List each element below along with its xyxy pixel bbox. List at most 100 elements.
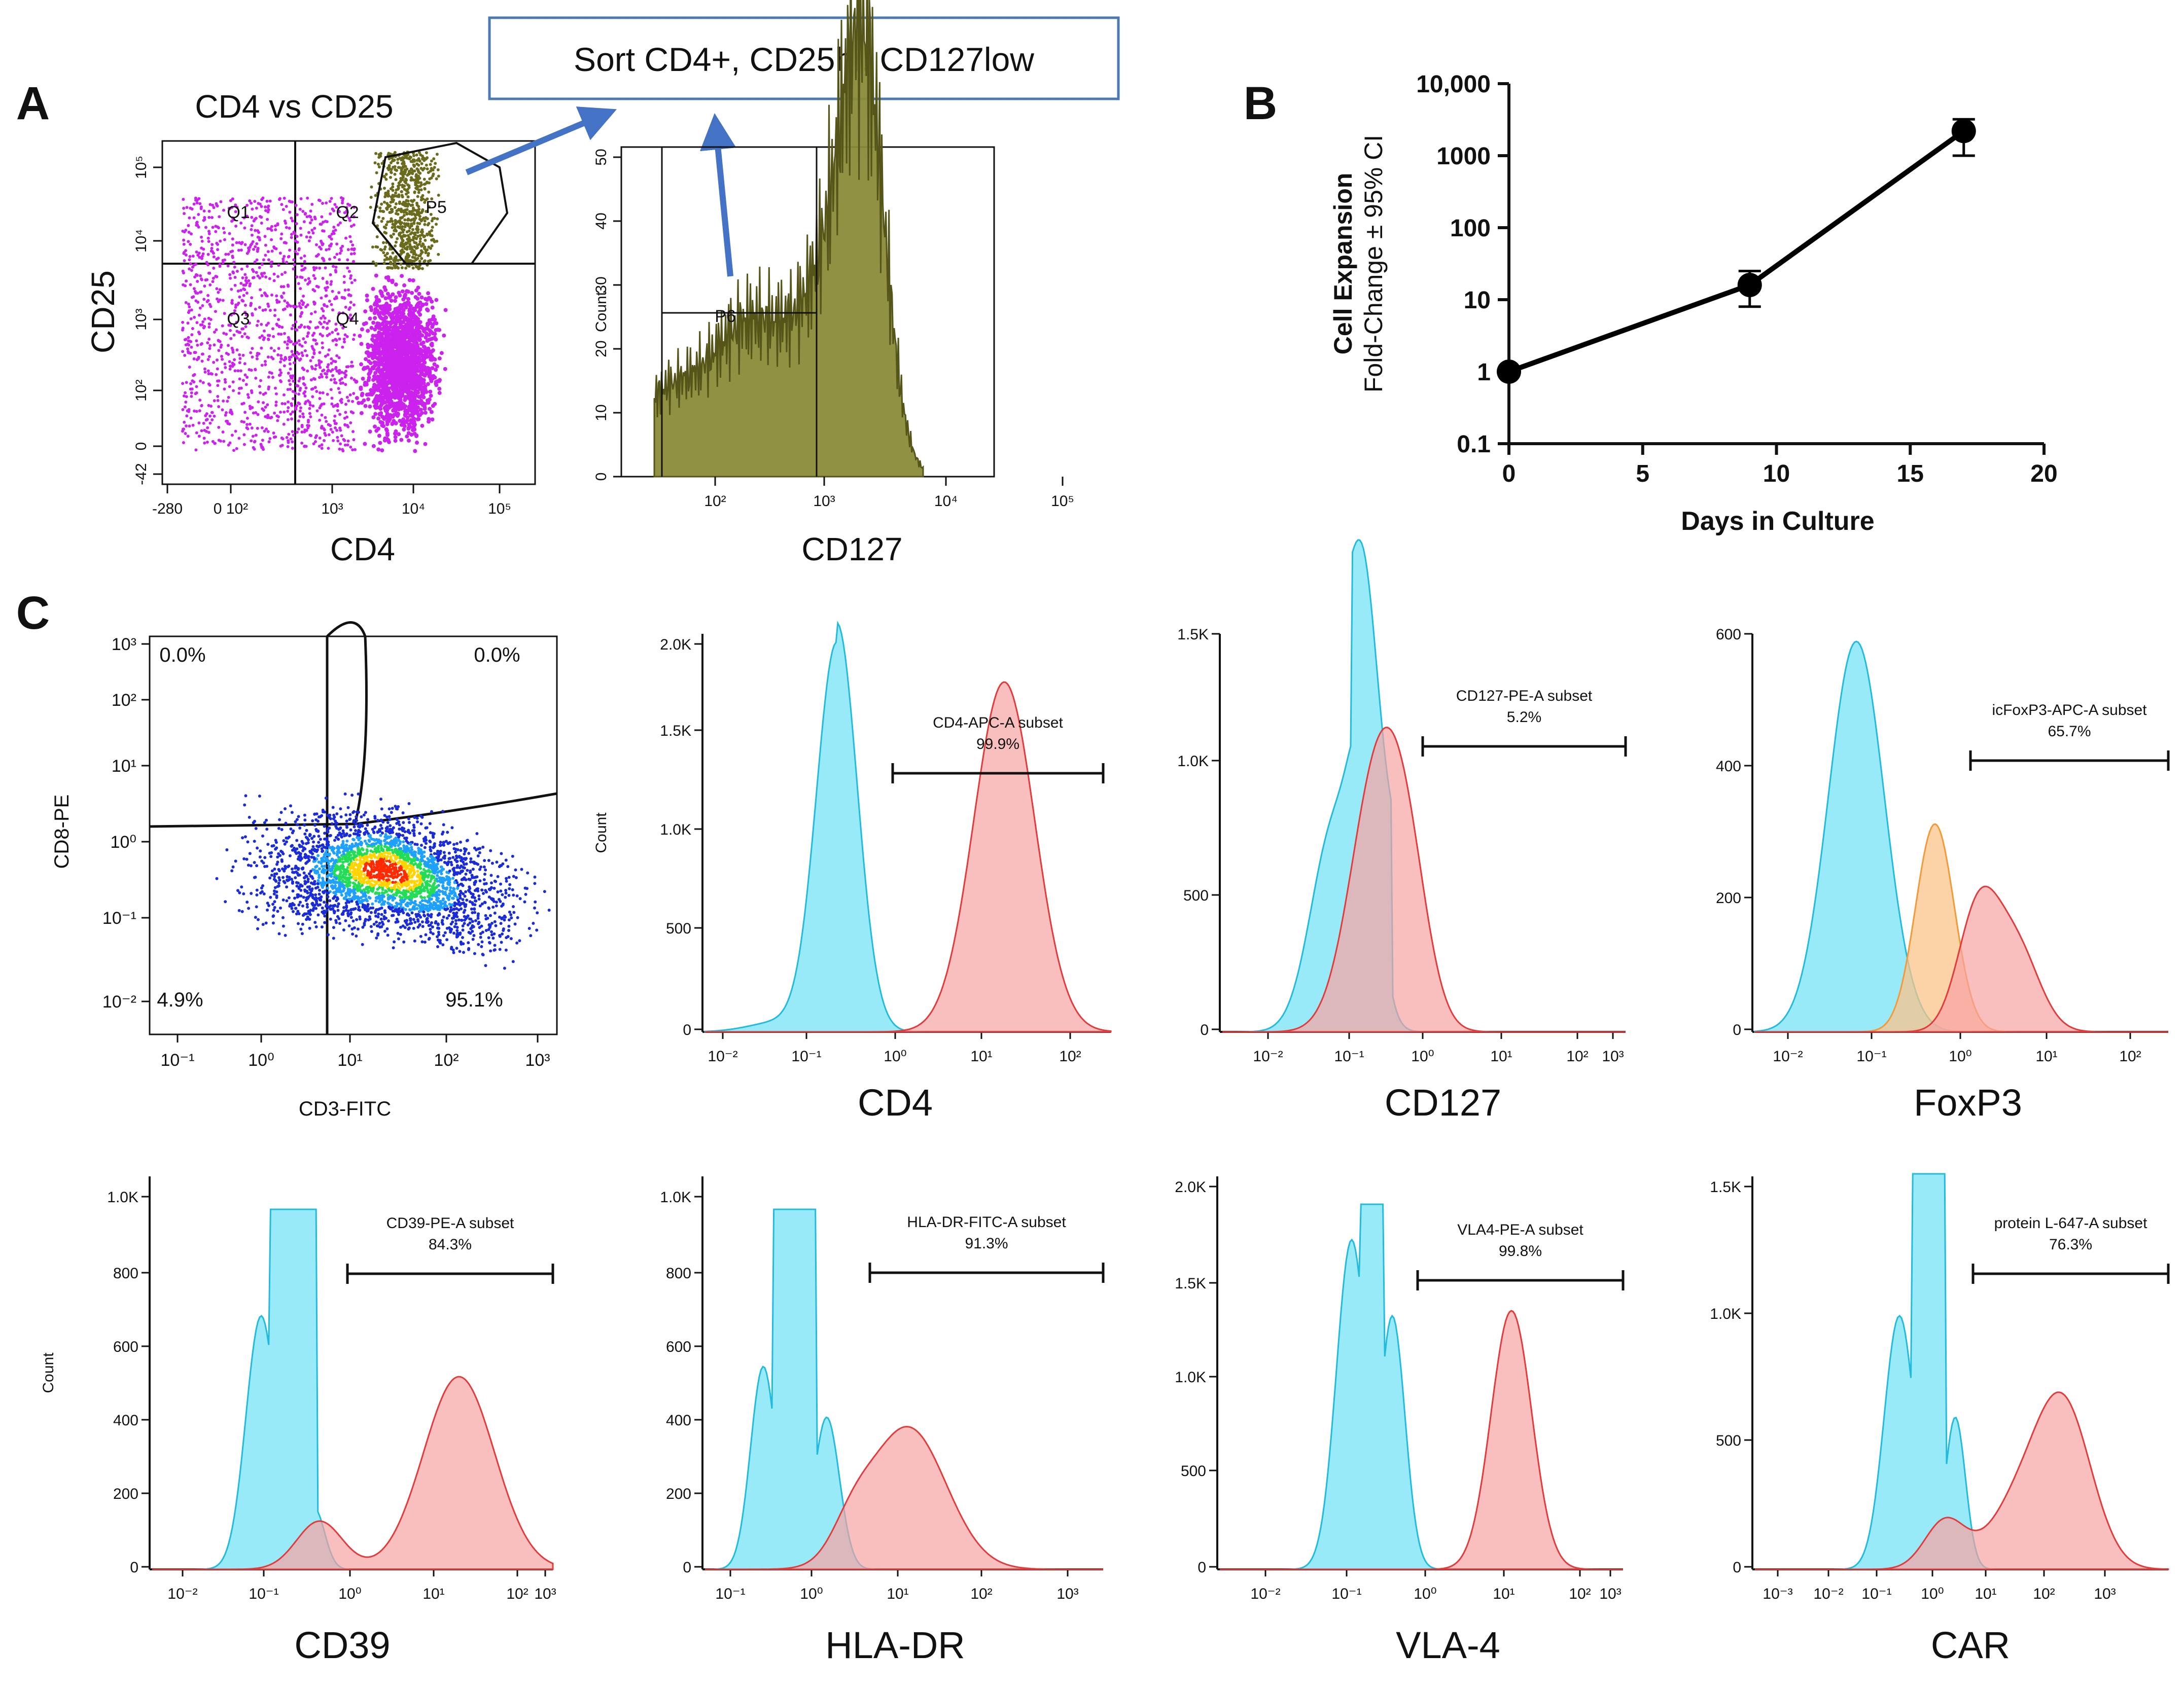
a1-dot bbox=[291, 390, 295, 393]
a1-dot bbox=[411, 278, 415, 282]
a1-dot bbox=[398, 202, 401, 205]
a1-dot bbox=[409, 418, 413, 422]
a1-dot bbox=[321, 391, 325, 394]
a1-dot bbox=[240, 267, 243, 271]
a1-dot bbox=[361, 376, 365, 381]
a1-dot bbox=[184, 249, 188, 253]
a1-dot bbox=[382, 285, 387, 290]
a1-dot bbox=[254, 307, 257, 311]
a1-dot bbox=[383, 254, 387, 257]
a1-dot bbox=[428, 369, 432, 374]
a1-dot bbox=[301, 354, 304, 357]
a1-dot bbox=[349, 252, 353, 256]
a1-dot bbox=[243, 304, 247, 307]
a1-dot bbox=[267, 385, 270, 389]
a1-dot bbox=[326, 334, 329, 337]
a1-dot bbox=[363, 366, 368, 370]
a1-dot bbox=[411, 256, 414, 259]
a1-dot bbox=[417, 170, 420, 174]
a1-dot bbox=[435, 153, 439, 156]
a1-dot bbox=[331, 331, 334, 334]
a1-dot bbox=[407, 172, 410, 176]
a1-dot bbox=[341, 201, 344, 205]
c1-event bbox=[353, 825, 356, 829]
a1-dot bbox=[373, 161, 377, 165]
sort-arrow-2 bbox=[699, 113, 736, 277]
a1-dot bbox=[232, 333, 236, 337]
a1-dot bbox=[419, 295, 424, 300]
a1-dot bbox=[264, 415, 267, 418]
a1-dot bbox=[274, 404, 278, 407]
a1-dot bbox=[183, 420, 186, 424]
a1-dot bbox=[426, 366, 430, 370]
a1-dot bbox=[333, 203, 337, 206]
a1-dot bbox=[204, 278, 207, 282]
a1-dot bbox=[181, 350, 185, 353]
a1-x-tick-label: 10⁵ bbox=[488, 500, 511, 517]
c1-event bbox=[473, 903, 477, 907]
a1-dot bbox=[386, 438, 391, 442]
a1-dot bbox=[366, 329, 370, 333]
a1-dot bbox=[228, 360, 231, 364]
a1-dot bbox=[209, 249, 213, 253]
a1-dot bbox=[203, 284, 206, 288]
a1-dot bbox=[300, 344, 304, 348]
a1-dot bbox=[393, 261, 397, 264]
a1-dot bbox=[404, 289, 409, 294]
a1-dot bbox=[208, 283, 212, 286]
c1-event bbox=[383, 929, 386, 933]
a1-dot bbox=[308, 401, 311, 404]
a1-dot bbox=[262, 409, 265, 412]
a1-dot bbox=[375, 321, 380, 326]
a1-dot bbox=[430, 341, 434, 346]
a1-dot bbox=[337, 387, 340, 390]
a1-dot bbox=[212, 276, 215, 280]
c1-event bbox=[269, 895, 272, 899]
a1-dot bbox=[306, 335, 309, 338]
c1-event bbox=[364, 827, 367, 831]
c1-event bbox=[367, 839, 371, 842]
a1-dot bbox=[222, 227, 225, 230]
a1-dot bbox=[433, 317, 437, 322]
a1-dot bbox=[318, 321, 322, 324]
a1-dot bbox=[283, 332, 286, 335]
a1-dot bbox=[378, 412, 382, 417]
a1-dot bbox=[245, 423, 249, 426]
a1-dot bbox=[399, 368, 403, 372]
a1-dot bbox=[411, 228, 414, 231]
a1-dot bbox=[207, 337, 211, 341]
a1-dot bbox=[326, 285, 329, 289]
a1-dot bbox=[222, 440, 226, 443]
a1-dot bbox=[425, 163, 428, 167]
a1-dot bbox=[403, 222, 406, 225]
a1-dot bbox=[230, 346, 234, 350]
a2-y-tick-label: 20 bbox=[593, 340, 610, 357]
a1-dot bbox=[334, 329, 337, 332]
a1-dot bbox=[242, 294, 245, 297]
a1-dot bbox=[430, 336, 435, 341]
a1-dot bbox=[431, 217, 435, 221]
a1-dot bbox=[216, 399, 220, 402]
a1-dot bbox=[409, 247, 412, 250]
a1-dot bbox=[229, 199, 232, 202]
a1-dot bbox=[290, 217, 293, 220]
a1-dot bbox=[253, 218, 257, 221]
a1-x-tick-label: 10³ bbox=[321, 500, 343, 517]
a1-dot bbox=[221, 324, 224, 328]
a1-dot bbox=[289, 374, 292, 378]
a1-dot bbox=[427, 318, 432, 322]
c1-event bbox=[357, 792, 360, 796]
c1-event bbox=[511, 888, 514, 891]
a1-dot bbox=[223, 238, 226, 241]
a1-dot bbox=[285, 226, 288, 229]
a1-dot bbox=[192, 216, 196, 220]
a1-dot bbox=[414, 303, 419, 308]
c1-event bbox=[376, 908, 380, 911]
a1-dot bbox=[373, 327, 377, 332]
a1-dot bbox=[300, 430, 304, 434]
a1-dot bbox=[231, 237, 234, 241]
a1-dot bbox=[183, 230, 186, 234]
a1-dot bbox=[404, 266, 408, 270]
b-data-point bbox=[1951, 119, 1976, 143]
a1-dot bbox=[407, 309, 412, 313]
